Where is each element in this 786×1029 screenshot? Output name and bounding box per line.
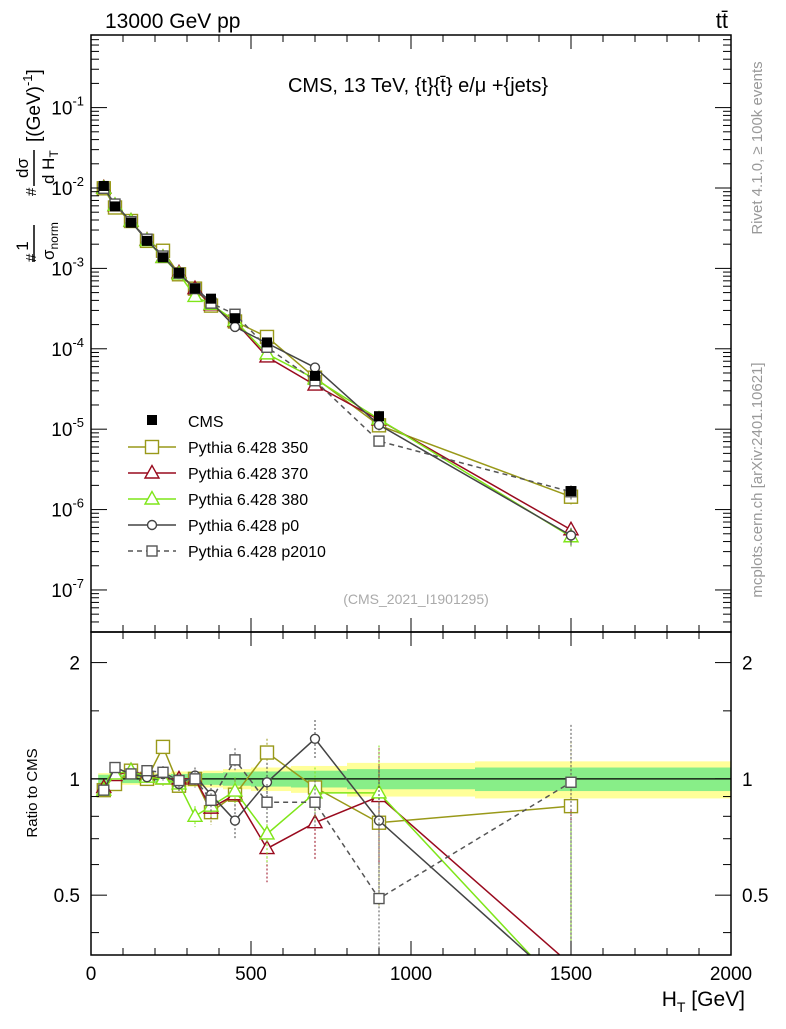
series-2-ratio-line — [103, 769, 532, 955]
series-2-main-point — [186, 287, 204, 303]
series-4-main-point — [373, 435, 385, 447]
series-3-ratio-point — [309, 733, 321, 744]
data-point — [190, 283, 200, 294]
svg-text:[(GeV)-1]: [(GeV)-1] — [20, 69, 45, 142]
series-4-ratio-point — [373, 892, 385, 905]
main-data-layer — [98, 180, 576, 497]
x-tick-label: 1500 — [550, 964, 592, 985]
legend-marker-0 — [144, 439, 160, 455]
legend-marker-cms — [147, 415, 157, 425]
main-panel-frame — [90, 34, 732, 633]
legend-marker-3 — [146, 519, 158, 531]
x-axis-label: HT [GeV] — [662, 988, 745, 1015]
analysis-watermark: (CMS_2021_I1901295) — [343, 591, 489, 607]
x-tick-label: 500 — [235, 964, 267, 985]
y-tick-label: 10-4 — [51, 335, 84, 361]
y-tick-label: 10-5 — [51, 415, 84, 441]
data-point — [262, 337, 272, 348]
series-2-ratio-point — [564, 991, 578, 1004]
legend-marker-2 — [143, 490, 161, 505]
series-4-ratio-point — [141, 764, 153, 777]
svg-text:#: # — [23, 253, 40, 262]
series-1-main-line — [103, 187, 572, 531]
legend-label-4: Pythia 6.428 p2010 — [188, 544, 326, 561]
ratio-y-tick-label-right: 0.5 — [742, 886, 768, 907]
svg-text:1: 1 — [13, 241, 32, 250]
series-4-ratio-point — [157, 766, 169, 778]
y-tick-label: 10-1 — [51, 94, 84, 120]
series-3-ratio-point — [373, 815, 385, 826]
series-2-ratio-point — [258, 825, 276, 840]
series-3-ratio-point — [567, 988, 576, 997]
ratio-y-tick-label: 0.5 — [54, 886, 80, 907]
series-0-main-line — [103, 187, 572, 498]
data-point — [174, 267, 184, 278]
header-process-label: 13000 GeV pp — [105, 10, 240, 33]
legend-label-0: Pythia 6.428 350 — [188, 440, 308, 457]
svg-text:dσ: dσ — [13, 158, 32, 178]
series-4-ratio-point — [125, 768, 137, 780]
series-4-ratio-point — [189, 773, 201, 785]
series-3-main-point — [565, 530, 577, 541]
series-2-main-line — [103, 187, 572, 538]
data-point — [110, 201, 120, 212]
data-point — [126, 217, 136, 228]
series-1-ratio-point — [258, 839, 276, 855]
svg-text:d HT: d HT — [39, 150, 61, 184]
series-4-ratio-point — [98, 784, 110, 796]
series-3-main-point — [309, 362, 321, 373]
legend-label-1: Pythia 6.428 370 — [188, 466, 308, 483]
series-4-ratio-point — [229, 754, 241, 766]
series-4-ratio-point — [261, 796, 273, 808]
x-tick-label: 1000 — [390, 964, 432, 985]
y-tick-label: 10-6 — [51, 496, 84, 522]
series-4-ratio-point — [565, 776, 577, 788]
x-tick-label: 2000 — [710, 964, 752, 985]
x-tick-label: 0 — [86, 964, 97, 985]
axes-layer: 0 500 1000 1500 200010-110-210-310-410-510-6… — [51, 34, 768, 985]
data-point — [566, 486, 576, 497]
rivet-version-label: Rivet 4.1.0, ≥ 100k events — [749, 61, 766, 234]
series-2-ratio-point — [186, 807, 204, 823]
data-point — [374, 411, 384, 422]
series-0-ratio-point — [155, 739, 171, 755]
svg-text:σnorm: σnorm — [39, 222, 61, 260]
header-channel-label: tt̄ — [716, 8, 728, 33]
series-4-ratio-point — [309, 796, 321, 808]
legend-marker-4 — [146, 545, 158, 557]
data-point — [230, 313, 240, 324]
ratio-y-tick-label-right: 1 — [742, 770, 753, 791]
legend-marker-1 — [143, 464, 161, 479]
legend-label-cms: CMS — [188, 414, 224, 431]
legend: CMS Pythia 6.428 350 Pythia 6.428 370 Pythi… — [128, 414, 326, 561]
series-3-ratio-point — [261, 777, 273, 788]
series-3-ratio-point — [229, 815, 241, 826]
svg-text:#: # — [23, 187, 40, 196]
series-2-ratio-point — [226, 782, 244, 797]
series-3-main-line — [103, 187, 572, 537]
ratio-y-tick-label-right: 2 — [742, 654, 753, 675]
chart-title: CMS, 13 TeV, {t}{t̄} e/μ +{jets} — [288, 75, 548, 97]
legend-label-3: Pythia 6.428 p0 — [188, 518, 299, 535]
series-4-ratio-point — [173, 774, 185, 787]
data-point — [98, 180, 109, 191]
y-tick-label: 10-7 — [51, 576, 84, 602]
series-3-main-point — [373, 419, 385, 431]
ratio-y-tick-label: 2 — [69, 654, 80, 675]
data-point — [206, 293, 216, 304]
mcplots-label: mcplots.cern.ch [arXiv:2401.10621] — [749, 362, 766, 597]
series-3-main-point — [229, 321, 241, 333]
ratio-y-axis-label: Ratio to CMS — [24, 748, 41, 837]
data-point — [158, 252, 168, 263]
data-point — [310, 370, 320, 381]
series-4-ratio-point — [109, 761, 121, 774]
main-series-layer — [95, 178, 580, 547]
series-4-ratio-point — [205, 794, 217, 807]
data-point — [142, 235, 152, 246]
series-0-ratio-point — [259, 745, 275, 760]
legend-label-2: Pythia 6.428 380 — [188, 492, 308, 509]
ratio-y-tick-label: 1 — [69, 770, 80, 791]
ratio-series-layer — [95, 720, 579, 1004]
